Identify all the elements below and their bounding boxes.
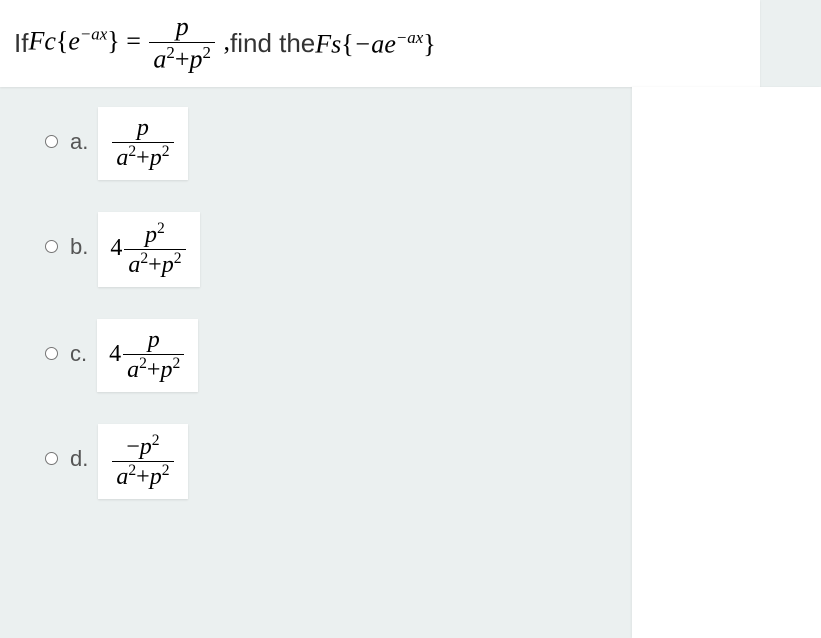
question-prefix: If: [14, 28, 28, 59]
option-c[interactable]: c. 4 p a2+p2: [40, 319, 592, 392]
brace-close-2: }: [423, 29, 435, 58]
option-label-a: a.: [70, 129, 88, 155]
question-math-2: Fs{−ae−ax}: [315, 28, 435, 60]
func-fs: Fs: [315, 29, 341, 58]
option-b[interactable]: b. 4 p2 a2+p2: [40, 212, 592, 287]
question-fraction: p a2+p2: [149, 12, 215, 75]
options-list: a. p a2+p2 b. 4 p2 a2+p2 c. 4: [0, 87, 632, 638]
option-box-a: p a2+p2: [98, 107, 187, 180]
radio-d[interactable]: [45, 452, 58, 465]
brace-close-1: }: [107, 26, 119, 55]
brace-open-2: {: [341, 29, 353, 58]
option-box-b: 4 p2 a2+p2: [98, 212, 199, 287]
option-a[interactable]: a. p a2+p2: [40, 107, 592, 180]
func-fc: Fc: [28, 26, 55, 55]
equals-sign: =: [126, 26, 147, 55]
exp-2: −ax: [396, 28, 423, 47]
option-d[interactable]: d. −p2 a2+p2: [40, 424, 592, 499]
radio-c[interactable]: [45, 347, 58, 360]
option-label-d: d.: [70, 446, 88, 472]
radio-b[interactable]: [45, 240, 58, 253]
option-label-c: c.: [70, 341, 87, 367]
e-1: e: [68, 26, 80, 55]
option-box-d: −p2 a2+p2: [98, 424, 187, 499]
frac-num: p: [149, 12, 215, 43]
option-label-b: b.: [70, 234, 88, 260]
question-prompt: If Fc{e−ax} = p a2+p2 , find the Fs{−ae−…: [0, 0, 760, 87]
neg-a: −a: [354, 29, 385, 58]
radio-a[interactable]: [45, 135, 58, 148]
right-column: [632, 87, 821, 638]
brace-open-1: {: [56, 26, 68, 55]
e-2: e: [384, 29, 396, 58]
question-math: Fc{e−ax} = p a2+p2 ,: [28, 12, 230, 75]
question-mid: find the: [230, 28, 315, 59]
frac-den: a2+p2: [149, 43, 215, 75]
exp-1: −ax: [80, 25, 107, 44]
option-box-c: 4 p a2+p2: [97, 319, 198, 392]
